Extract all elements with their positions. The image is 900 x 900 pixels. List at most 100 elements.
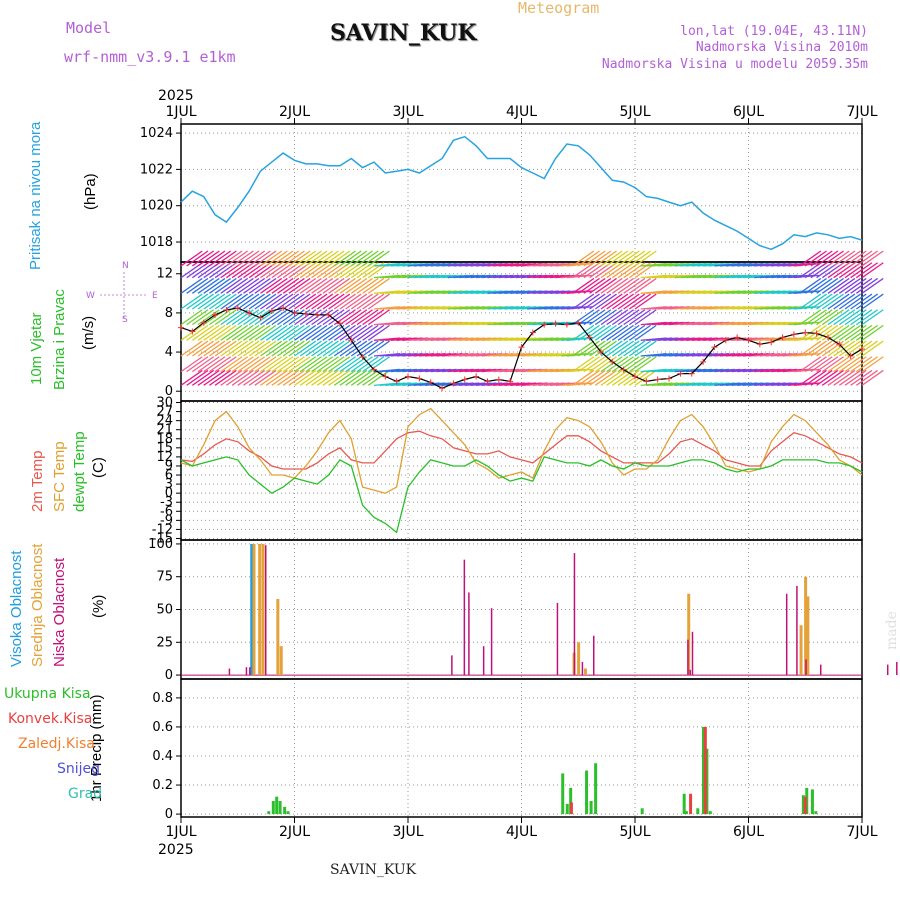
wind-barb — [577, 277, 600, 294]
wind-barb — [838, 340, 861, 357]
wind-barb — [203, 293, 226, 310]
wind-barb — [799, 309, 822, 326]
wind-barb — [311, 356, 334, 373]
wind-barb — [816, 324, 839, 341]
wind-barb — [316, 324, 339, 341]
wind-barb — [799, 369, 822, 386]
wind-barb — [209, 309, 232, 326]
wind-barb — [260, 277, 283, 294]
wind-barb — [600, 356, 623, 373]
wind-barb — [634, 356, 657, 373]
wind-barb — [855, 250, 878, 267]
wind-barb — [226, 369, 249, 386]
y-tick-label: 15 — [156, 441, 173, 456]
wind-barb — [623, 324, 646, 341]
mid-cloud-bar — [577, 642, 581, 676]
wind-barb — [237, 277, 260, 294]
wind-speed-marker — [268, 307, 275, 314]
wind-barb — [220, 309, 243, 326]
wind-barb — [237, 324, 260, 341]
wind-speed-marker — [178, 324, 184, 331]
wind-barb — [362, 340, 385, 357]
wind-barb — [821, 324, 844, 341]
wind-barb — [254, 324, 277, 341]
wind-barb — [265, 309, 288, 326]
legend-snow: Snijeg — [57, 761, 101, 777]
wind-barb — [833, 293, 856, 310]
wind-barb — [821, 369, 844, 386]
low-cloud-bar — [687, 639, 689, 676]
wind-barb — [197, 340, 220, 357]
wind-barb — [855, 262, 878, 279]
total-precip-bar — [805, 787, 809, 815]
wind-barb — [816, 277, 839, 294]
wind-barb — [277, 309, 300, 326]
wind-barb — [191, 356, 215, 373]
wind-speed-marker — [847, 352, 854, 359]
wind-speed-marker — [450, 380, 457, 387]
wind-barb — [322, 356, 345, 373]
wind-barb — [600, 250, 623, 267]
wind-barb — [260, 369, 283, 386]
wind-barb — [577, 369, 600, 386]
wind-barb — [589, 250, 612, 267]
wind-barb — [821, 309, 844, 326]
low-cloud-bar — [490, 608, 493, 676]
wind-barb — [305, 250, 328, 267]
wind-barb — [827, 293, 850, 310]
wind-barb — [265, 250, 288, 267]
wind-barb — [345, 250, 368, 267]
wind-barb — [350, 309, 373, 326]
wind-barb — [271, 309, 294, 326]
wind-barb — [356, 277, 379, 294]
wind-speed-marker — [359, 353, 366, 360]
wind-barb — [282, 340, 305, 357]
total-precip-bar — [701, 726, 705, 815]
wind-barb — [248, 356, 271, 373]
wind-barb — [350, 277, 373, 294]
wind-barb — [367, 293, 390, 310]
wind-barb — [265, 369, 288, 386]
wind-barb — [209, 250, 232, 267]
wind-barb — [583, 293, 606, 310]
mid-cloud-bar — [806, 596, 810, 676]
wind-barb — [589, 309, 612, 326]
wind-barb — [339, 369, 362, 386]
wind-barb — [328, 250, 351, 267]
wind-barb — [282, 309, 305, 326]
wind-barb — [271, 293, 294, 310]
low-cloud-bar — [689, 669, 691, 676]
wind-barb — [855, 293, 878, 310]
wind-speed-marker — [790, 331, 797, 338]
compass-letter: W — [86, 291, 95, 301]
wind-barb — [634, 369, 657, 386]
total-precip-bar — [814, 811, 818, 815]
wind-barb — [197, 293, 220, 310]
wind-speed-marker — [586, 334, 593, 341]
wind-barb — [623, 369, 646, 386]
wind-barb — [816, 293, 839, 310]
total-precip-bar — [585, 770, 589, 815]
wind-barb — [254, 293, 277, 310]
wind-barb — [226, 293, 249, 310]
wind-barb — [231, 324, 254, 341]
wind-barb — [577, 250, 600, 267]
wind-barb — [583, 309, 606, 326]
wind-barb — [288, 369, 311, 386]
wind-barb — [594, 250, 617, 267]
wind-barb — [226, 356, 249, 373]
wind-barb — [191, 293, 215, 310]
wind-barb — [850, 262, 873, 279]
y-tick-label: 18 — [156, 432, 173, 447]
low-cloud-bar — [691, 631, 694, 676]
wind-barb — [339, 293, 362, 310]
wind-barb — [850, 277, 873, 294]
wind-barb — [311, 340, 334, 357]
wind-barb — [362, 369, 385, 386]
wind-barb — [294, 309, 317, 326]
wind-barb — [367, 324, 390, 341]
wind-barb — [594, 340, 617, 357]
wind-barb — [191, 369, 215, 386]
wind-barb — [299, 356, 322, 373]
wind-barb — [572, 293, 595, 310]
